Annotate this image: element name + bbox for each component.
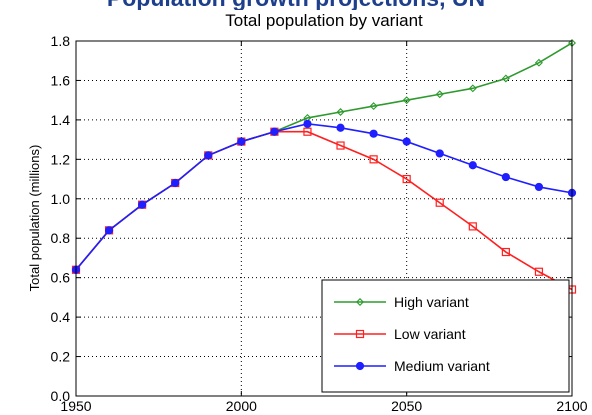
y-tick-label: 0.6 xyxy=(51,270,71,286)
data-point-medium xyxy=(171,178,180,188)
chart-title: Total population by variant xyxy=(225,11,423,30)
legend-marker-medium xyxy=(355,361,365,371)
data-point-medium xyxy=(501,172,510,182)
y-tick-label: 1.4 xyxy=(51,112,71,128)
data-point-medium xyxy=(468,161,477,170)
data-point-high xyxy=(336,108,345,116)
data-point-low xyxy=(468,222,477,231)
data-point-medium xyxy=(138,200,147,209)
data-point-low xyxy=(402,174,411,184)
legend-entry-low: Low variant xyxy=(334,326,466,342)
page-banner-title: Population growth projections, UN xyxy=(0,0,592,10)
legend: High variant Low variant Medium variant xyxy=(321,279,570,393)
y-tick-label: 1.6 xyxy=(51,72,71,88)
data-point-high xyxy=(468,84,477,93)
data-point-medium xyxy=(369,129,378,138)
legend-marker-low xyxy=(355,329,365,339)
legend-entry-high: High variant xyxy=(334,294,469,310)
series-line-medium xyxy=(75,123,573,271)
ticks: 1950 2000 2050 2100 0.0 0.2 0.4 0.6 0.8 1.0 1.2 1.4… xyxy=(51,33,588,414)
data-point-medium xyxy=(435,149,444,158)
y-tick-label: 1.8 xyxy=(51,33,71,49)
data-point-low xyxy=(501,247,510,257)
y-axis-label: Total population (millions) xyxy=(27,145,42,292)
data-point-low xyxy=(303,127,312,136)
legend-label-medium: Medium variant xyxy=(394,358,490,374)
y-tick-label: 0.4 xyxy=(51,309,71,325)
data-point-high xyxy=(369,102,378,111)
data-point-high xyxy=(402,96,411,105)
data-point-medium xyxy=(336,123,345,132)
series-medium-variant xyxy=(71,119,577,274)
plot-frame xyxy=(75,40,573,397)
y-tick-label: 1.2 xyxy=(51,151,71,167)
data-point-medium xyxy=(237,137,246,146)
x-tick-label: 1950 xyxy=(60,398,91,414)
data-point-medium xyxy=(204,151,213,160)
x-tick-label: 2100 xyxy=(556,398,587,414)
data-point-medium xyxy=(104,226,114,235)
data-point-medium xyxy=(402,137,411,146)
data-point-low xyxy=(369,155,378,164)
legend-entry-medium: Medium variant xyxy=(334,358,490,374)
y-tick-label: 0.8 xyxy=(51,230,71,246)
data-point-medium xyxy=(303,119,312,128)
y-tick-label: 1.0 xyxy=(51,191,71,207)
data-point-low xyxy=(435,198,444,207)
x-tick-label: 2000 xyxy=(226,398,257,414)
series-group xyxy=(71,38,577,294)
data-point-high xyxy=(435,90,444,99)
data-point-low xyxy=(534,267,544,276)
legend-marker-high xyxy=(356,298,364,306)
x-tick-label: 2050 xyxy=(391,398,422,414)
data-point-high xyxy=(501,74,510,83)
data-point-medium xyxy=(534,182,544,192)
legend-label-low: Low variant xyxy=(394,326,466,342)
data-point-medium xyxy=(270,127,279,136)
y-tick-label: 0.2 xyxy=(51,349,71,365)
data-point-high xyxy=(534,58,543,67)
legend-label-high: High variant xyxy=(394,294,469,310)
y-tick-label: 0.0 xyxy=(51,388,71,404)
data-point-low xyxy=(336,141,345,150)
